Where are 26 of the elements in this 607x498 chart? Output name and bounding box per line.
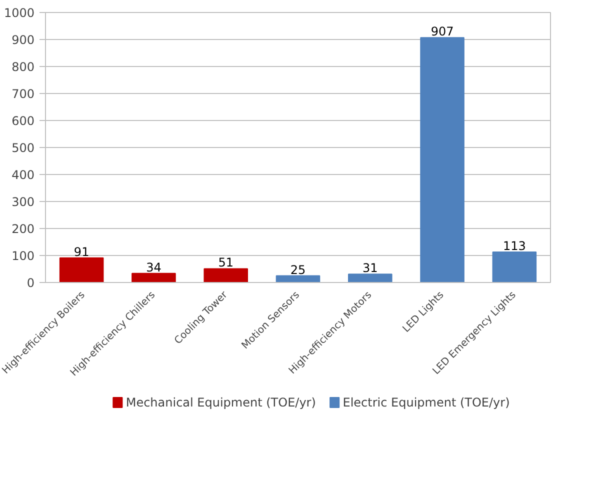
y-tick-label: 900 <box>12 33 34 47</box>
bar <box>204 268 248 282</box>
y-tick-label: 500 <box>12 141 34 155</box>
legend-label: Mechanical Equipment (TOE/yr) <box>126 396 316 410</box>
y-tick-label: 800 <box>12 60 34 74</box>
data-label: 25 <box>290 262 306 277</box>
legend-label: Electric Equipment (TOE/yr) <box>342 396 510 410</box>
y-tick-label: 700 <box>12 87 34 101</box>
y-tick-label: 100 <box>12 249 34 263</box>
bar <box>132 272 176 282</box>
data-label: 34 <box>146 260 162 274</box>
bar <box>59 257 104 282</box>
y-tick-label: 300 <box>12 195 34 209</box>
y-tick-label: 0 <box>26 276 35 290</box>
y-tick-label: 200 <box>12 222 34 236</box>
data-label: 113 <box>502 238 526 253</box>
y-tick-label: 1000 <box>4 6 35 20</box>
data-label: 907 <box>430 24 454 39</box>
data-label: 91 <box>74 244 90 259</box>
bar <box>348 274 392 282</box>
data-label: 31 <box>362 261 378 276</box>
bar <box>492 251 537 282</box>
y-tick-label: 600 <box>12 114 34 128</box>
data-label: 51 <box>218 256 234 270</box>
y-tick-label: 400 <box>12 168 34 182</box>
bar <box>420 37 464 282</box>
